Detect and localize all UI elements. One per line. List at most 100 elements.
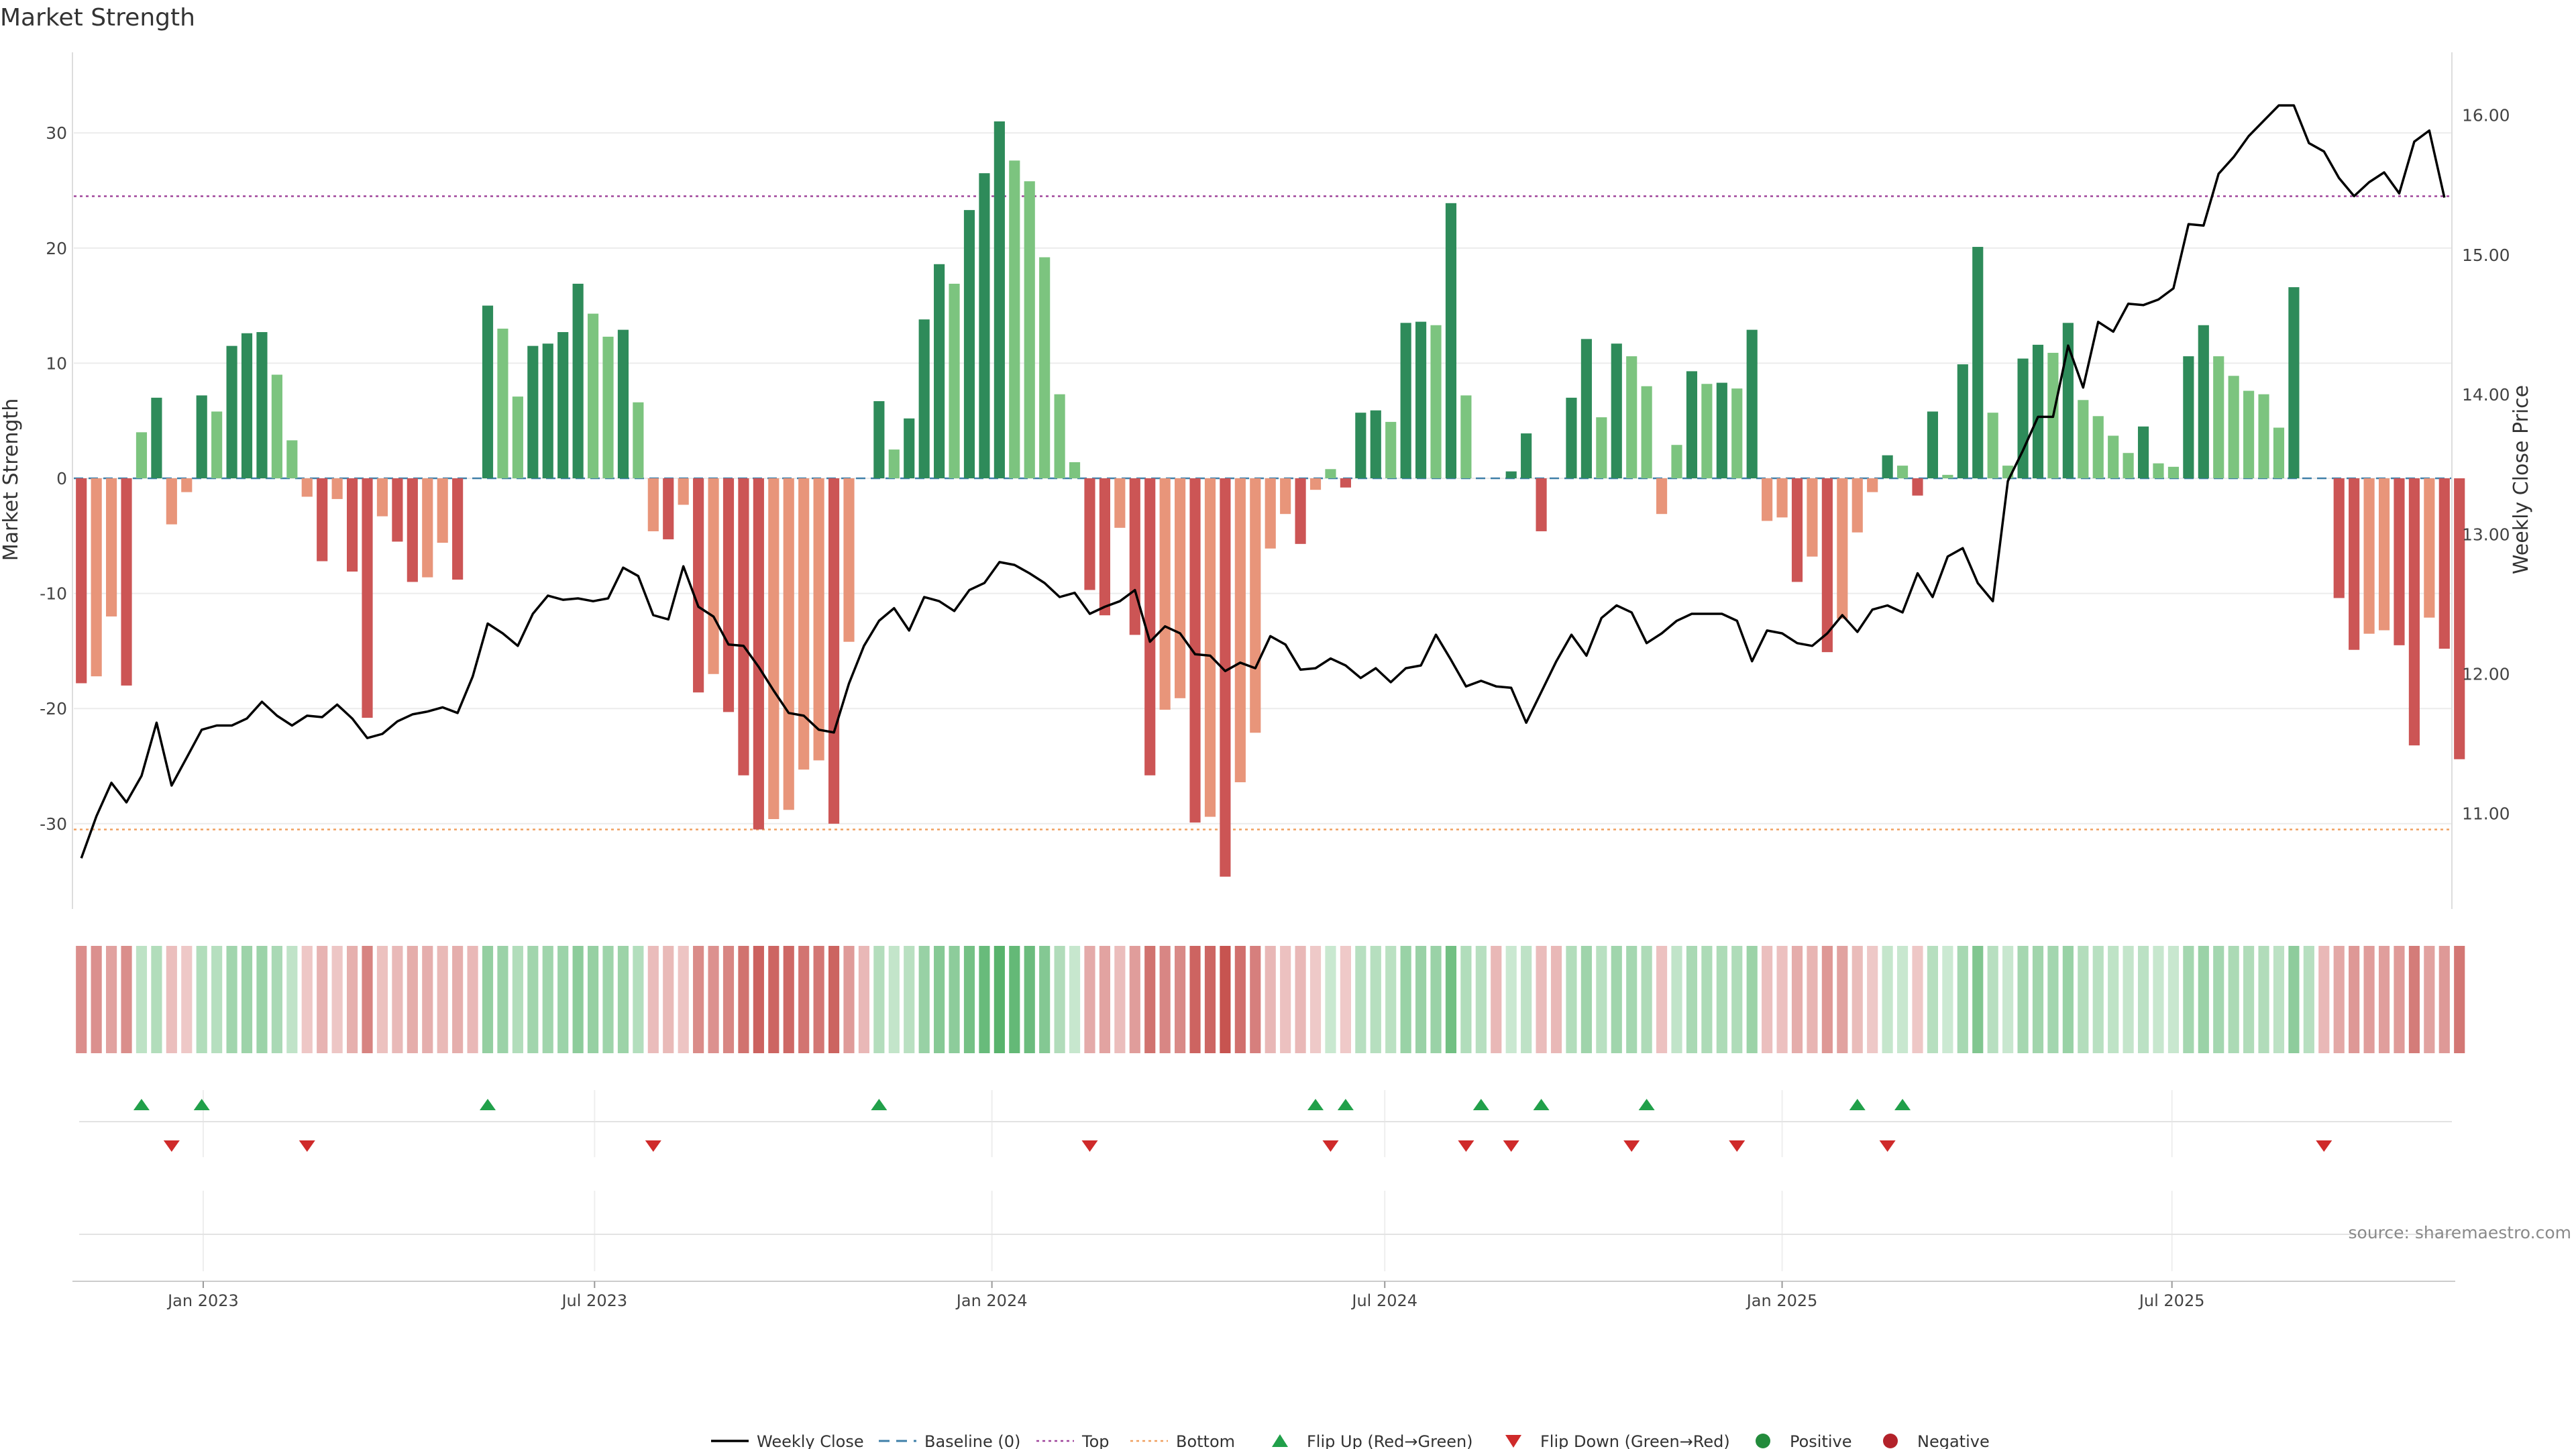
negative-strength-bar bbox=[1204, 478, 1216, 817]
positive-strength-bar bbox=[888, 449, 900, 478]
heat-cell bbox=[1099, 946, 1110, 1053]
positive-strength-bar bbox=[934, 264, 945, 478]
heat-cell bbox=[1204, 946, 1216, 1053]
positive-strength-bar bbox=[963, 210, 975, 478]
y-tick-label-right: 14.00 bbox=[2462, 385, 2510, 405]
heat-cell bbox=[1415, 946, 1427, 1053]
flip-down-marker bbox=[1729, 1140, 1746, 1152]
negative-strength-bar bbox=[813, 478, 824, 761]
strength-heat-strip bbox=[76, 946, 2465, 1053]
heat-cell bbox=[1220, 946, 1231, 1053]
flip-up-marker bbox=[1533, 1099, 1550, 1110]
heat-cell bbox=[678, 946, 689, 1053]
negative-strength-bar bbox=[2333, 478, 2345, 598]
heat-cell bbox=[1370, 946, 1381, 1053]
legend-item-flip-up-red-green: Flip Up (Red→Green) bbox=[1272, 1432, 1473, 1449]
source-note: source: sharemaestro.com bbox=[2349, 1223, 2572, 1242]
heat-cell bbox=[2123, 946, 2134, 1053]
positive-strength-bar bbox=[1370, 410, 1381, 478]
positive-strength-bar bbox=[1626, 356, 1638, 478]
gridlines bbox=[74, 132, 2452, 1271]
negative-strength-bar bbox=[828, 478, 840, 824]
legend-item-flip-down-green-red: Flip Down (Green→Red) bbox=[1505, 1432, 1730, 1449]
y-axis-label-right: Weekly Close Price bbox=[2510, 385, 2533, 574]
flip-down-marker bbox=[1879, 1140, 1896, 1152]
negative-strength-bar bbox=[647, 478, 659, 531]
legend-item-negative: Negative bbox=[1883, 1432, 1990, 1449]
negative-strength-bar bbox=[422, 478, 433, 578]
negative-strength-bar bbox=[1536, 478, 1547, 531]
heat-cell bbox=[858, 946, 870, 1053]
flip-up-marker bbox=[1307, 1099, 1324, 1110]
heat-cell bbox=[888, 946, 900, 1053]
heat-cell bbox=[1325, 946, 1336, 1053]
negative-strength-bar bbox=[1309, 478, 1322, 490]
heat-cell bbox=[527, 946, 539, 1053]
positive-strength-bar bbox=[1415, 321, 1427, 478]
heat-cell bbox=[2363, 946, 2375, 1053]
negative-strength-bar bbox=[1295, 478, 1306, 544]
heat-cell bbox=[738, 946, 749, 1053]
heat-cell bbox=[347, 946, 358, 1053]
negative-strength-bar bbox=[437, 478, 448, 543]
negative-strength-bar bbox=[1144, 478, 1156, 775]
x-tick-label: Jul 2025 bbox=[2138, 1291, 2205, 1310]
heat-cell bbox=[1445, 946, 1457, 1053]
heat-cell bbox=[136, 946, 148, 1053]
heat-cell bbox=[2438, 946, 2450, 1053]
heat-cell bbox=[1776, 946, 1788, 1053]
heat-cell bbox=[602, 946, 614, 1053]
negative-strength-bar bbox=[452, 478, 464, 580]
positive-strength-bar bbox=[1385, 421, 1397, 478]
negative-strength-bar bbox=[1912, 478, 1923, 496]
heat-cell bbox=[1039, 946, 1051, 1053]
positive-strength-bar bbox=[1882, 455, 1893, 478]
x-axis: Jan 2023 Jul 2023 Jan 2024 Jul 2024 Jan 2025… bbox=[72, 1281, 2455, 1310]
heat-cell bbox=[2303, 946, 2314, 1053]
positive-strength-bar bbox=[1009, 160, 1020, 478]
heat-cell bbox=[783, 946, 794, 1053]
heat-cell bbox=[1475, 946, 1487, 1053]
heat-cell bbox=[181, 946, 193, 1053]
heat-cell bbox=[753, 946, 764, 1053]
heat-cell bbox=[1957, 946, 1968, 1053]
heat-cell bbox=[2153, 946, 2164, 1053]
positive-strength-bar bbox=[1701, 384, 1713, 478]
positive-strength-bar bbox=[633, 402, 644, 478]
heat-cell bbox=[1114, 946, 1126, 1053]
positive-strength-bar bbox=[1972, 247, 1984, 478]
weekly-close-line-group bbox=[80, 104, 2446, 859]
positive-strength-bar bbox=[904, 418, 915, 478]
positive-strength-bar bbox=[1957, 364, 1968, 478]
positive-strength-bar bbox=[1746, 329, 1758, 478]
negative-strength-bar bbox=[407, 478, 418, 582]
legend-item-baseline-0: Baseline (0) bbox=[879, 1432, 1020, 1449]
heat-cell bbox=[1791, 946, 1803, 1053]
heat-cell bbox=[1987, 946, 1998, 1053]
heat-cell bbox=[1882, 946, 1893, 1053]
heat-cell bbox=[407, 946, 418, 1053]
negative-strength-bar bbox=[376, 478, 388, 517]
y-tick-label-left: -20 bbox=[40, 699, 67, 718]
legend-swatch-circle bbox=[1883, 1434, 1898, 1448]
heat-cell bbox=[2002, 946, 2014, 1053]
heat-cell bbox=[106, 946, 117, 1053]
positive-strength-bar bbox=[602, 336, 614, 478]
positive-strength-bar bbox=[482, 305, 494, 478]
negative-strength-bar bbox=[91, 478, 102, 677]
x-tick-label: Jan 2025 bbox=[1746, 1291, 1818, 1310]
negative-strength-bar bbox=[1220, 478, 1231, 877]
positive-strength-bar bbox=[1942, 474, 1953, 478]
negative-strength-bar bbox=[1821, 478, 1833, 653]
y-axis-label-left: Market Strength bbox=[0, 398, 23, 561]
positive-strength-bar bbox=[241, 333, 253, 478]
heat-cell bbox=[1295, 946, 1306, 1053]
x-tick-label: Jan 2024 bbox=[955, 1291, 1028, 1310]
positive-strength-bar bbox=[196, 395, 207, 478]
positive-strength-bar bbox=[1987, 413, 1998, 478]
heat-cell bbox=[2454, 946, 2465, 1053]
flip-down-marker bbox=[1458, 1140, 1474, 1152]
heat-cell bbox=[241, 946, 253, 1053]
negative-strength-bar bbox=[347, 478, 358, 572]
heat-cell bbox=[256, 946, 268, 1053]
